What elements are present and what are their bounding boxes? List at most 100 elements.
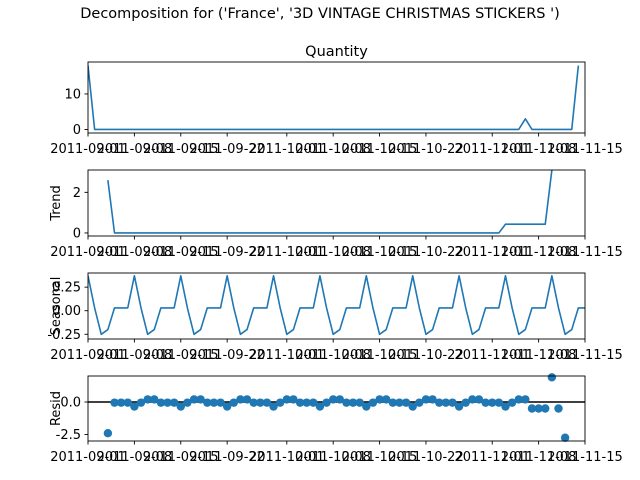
x-tick-label: 2011-09-22	[189, 142, 265, 157]
resid-point	[236, 395, 245, 404]
resid-point	[163, 398, 172, 407]
resid-point	[421, 395, 431, 404]
x-tick-label: 2011-09-01	[50, 142, 126, 157]
resid-point	[309, 398, 318, 407]
observed-series-line	[88, 65, 580, 131]
x-tick-label: 2011-11-15	[547, 450, 623, 465]
x-tick-label: 2011-11-08	[501, 142, 577, 157]
resid-point	[143, 395, 152, 404]
y-tick-label: 0.00	[52, 304, 81, 319]
x-tick-label: 2011-10-08	[295, 245, 371, 260]
resid-point	[488, 398, 497, 407]
y-tick-label: -2.5	[56, 428, 81, 443]
resid-point	[368, 398, 378, 407]
y-tick-label: 0.25	[52, 281, 81, 296]
x-tick-label: 2011-10-08	[295, 142, 371, 157]
x-tick-label: 2011-09-08	[97, 245, 173, 260]
resid-point	[454, 402, 464, 411]
resid-point	[521, 395, 530, 404]
resid-point	[176, 402, 185, 411]
y-axis-label: Seasonal	[49, 277, 64, 336]
resid-point	[249, 398, 258, 407]
resid-point	[507, 398, 517, 407]
resid-point	[169, 398, 179, 407]
x-tick-label: 2011-11-01	[454, 245, 530, 260]
resid-point	[203, 398, 212, 407]
x-tick-label: 2011-09-01	[50, 245, 126, 260]
x-tick-label: 2011-10-15	[342, 450, 418, 465]
x-tick-label: 2011-11-01	[454, 142, 530, 157]
resid-point	[560, 433, 570, 442]
y-tick-label: 2	[73, 186, 81, 201]
x-tick-label: 2011-09-15	[143, 142, 219, 157]
resid-point	[514, 395, 523, 404]
y-tick-label: 0	[73, 123, 81, 138]
resid-point	[183, 398, 192, 407]
resid-point	[295, 398, 305, 407]
panel-resid: 0.0-2.52011-09-012011-09-082011-09-15201…	[49, 373, 623, 465]
resid-point	[342, 398, 351, 407]
x-tick-label: 2011-10-22	[388, 245, 464, 260]
x-tick-label: 2011-10-15	[342, 245, 418, 260]
x-tick-label: 2011-10-08	[295, 348, 371, 363]
plot-frame	[87, 169, 586, 237]
y-tick-label: 0.0	[60, 396, 81, 411]
x-tick-label: 2011-10-22	[388, 450, 464, 465]
resid-point	[348, 398, 358, 407]
x-tick-label: 2011-09-15	[143, 348, 219, 363]
x-tick-label: 2011-10-01	[249, 450, 325, 465]
resid-point	[256, 398, 265, 407]
resid-point	[229, 398, 238, 407]
plot-frame	[87, 272, 586, 340]
resid-point	[395, 398, 404, 407]
x-tick-label: 2011-10-01	[249, 348, 325, 363]
resid-point	[534, 404, 543, 413]
resid-point	[375, 395, 384, 404]
y-axis-label: Trend	[49, 185, 64, 222]
resid-point	[401, 398, 411, 407]
y-tick-label: 10	[64, 87, 81, 102]
resid-point	[322, 398, 331, 407]
resid-point	[103, 429, 113, 438]
x-tick-label: 2011-11-08	[501, 348, 577, 363]
resid-point	[315, 402, 325, 411]
resid-point	[474, 395, 484, 404]
resid-point	[362, 402, 371, 411]
resid-point	[262, 398, 272, 407]
y-tick-label: -0.25	[47, 328, 81, 343]
panel-observed: 0 10 2011-09-012011-09-082011-09-152011-09…	[50, 44, 623, 157]
x-tick-label: 2011-10-01	[249, 245, 325, 260]
trend-series-line	[107, 170, 553, 234]
resid-point	[222, 402, 232, 411]
x-tick-label: 2011-11-08	[501, 245, 577, 260]
resid-point	[328, 395, 338, 404]
x-tick-label: 2011-11-01	[454, 348, 530, 363]
resid-point	[461, 398, 470, 407]
x-tick-label: 2011-11-15	[547, 142, 623, 157]
resid-point	[448, 398, 457, 407]
resid-point	[242, 395, 252, 404]
resid-point	[136, 398, 146, 407]
resid-point	[289, 395, 298, 404]
resid-point	[150, 395, 159, 404]
resid-point	[355, 398, 364, 407]
x-tick-label: 2011-09-22	[189, 245, 265, 260]
x-tick-label: 2011-11-08	[501, 450, 577, 465]
x-tick-label: 2011-10-08	[295, 450, 371, 465]
resid-point	[388, 398, 398, 407]
resid-point	[547, 373, 557, 382]
resid-point	[501, 402, 510, 411]
resid-point	[382, 395, 391, 404]
resid-point	[110, 398, 119, 407]
resid-point	[335, 395, 345, 404]
x-tick-label: 2011-10-01	[249, 142, 325, 157]
seasonal-series-line	[88, 275, 585, 336]
x-tick-label: 2011-09-15	[143, 450, 219, 465]
plot-frame	[87, 375, 586, 442]
resid-point	[302, 398, 311, 407]
x-tick-label: 2011-09-22	[189, 348, 265, 363]
resid-point	[216, 398, 225, 407]
resid-point	[156, 398, 166, 407]
x-tick-label: 2011-09-08	[97, 142, 173, 157]
